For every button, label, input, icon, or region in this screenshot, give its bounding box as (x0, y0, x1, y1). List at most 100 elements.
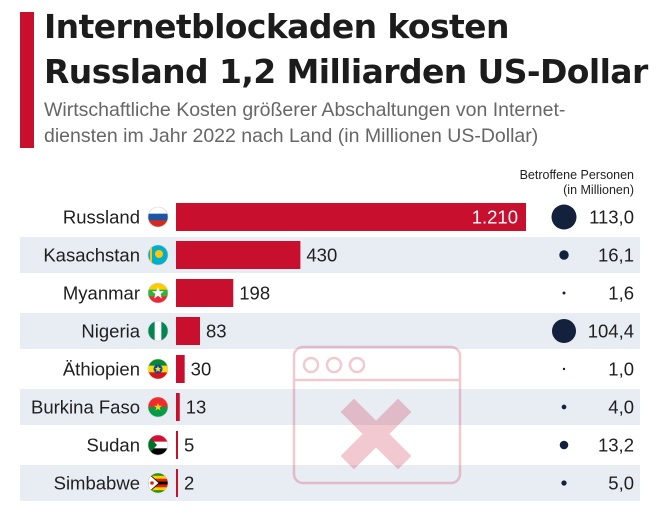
kazakhstan-flag (148, 245, 168, 265)
bar-6 (176, 431, 178, 459)
people-bubble (551, 204, 577, 230)
bar-1 (176, 241, 301, 269)
zimbabwe-flag-star (150, 481, 154, 485)
myanmar-flag-outline (147, 282, 169, 304)
bar-value-label: 83 (206, 321, 227, 342)
people-value-label: 16,1 (598, 245, 634, 266)
watermark-window-frame (292, 345, 462, 485)
myanmar-flag-stripe (148, 283, 168, 290)
burkina-faso-flag-star (154, 403, 162, 411)
people-value-label: 4,0 (608, 397, 634, 418)
russia-flag-outline (147, 206, 169, 228)
bar-7 (176, 469, 178, 497)
title-accent-bar (20, 12, 34, 148)
russia-flag-stripe (148, 220, 168, 227)
blocked-browser-watermark (292, 345, 462, 485)
bar-value-label: 2 (184, 473, 194, 494)
people-bubble (559, 250, 569, 260)
sudan-flag-outline (147, 434, 169, 456)
people-bubble (561, 480, 567, 486)
burkina-faso-flag-stripe (148, 397, 168, 408)
people-value-label: 113,0 (589, 207, 634, 228)
kazakhstan-flag-ornament (150, 248, 152, 262)
category-label: Simbabwe (54, 473, 140, 494)
bar-value-label: 1.210 (472, 207, 518, 228)
myanmar-flag (148, 283, 168, 303)
people-column-header: Betroffene Personen (in Millionen) (520, 168, 634, 198)
people-value-label: 13,2 (598, 435, 634, 456)
chart-subtitle: Wirtschaftliche Kosten größerer Abschalt… (44, 97, 656, 149)
subtitle-line-1: Wirtschaftliche Kosten größerer Abschalt… (44, 99, 566, 121)
nigeria-flag-right (161, 321, 168, 341)
row-stripe (20, 389, 640, 425)
zimbabwe-flag-stripe (148, 478, 168, 482)
people-bubble (551, 318, 577, 344)
kazakhstan-flag-sun (155, 250, 163, 258)
bar-5 (176, 393, 180, 421)
people-bubble (559, 440, 569, 450)
bar-value-label: 30 (191, 359, 212, 380)
watermark-x-mark-icon (340, 398, 412, 470)
nigeria-flag-left (148, 321, 155, 341)
people-value-label: 1,0 (608, 359, 634, 380)
people-value-label: 104,4 (588, 321, 634, 342)
zimbabwe-flag-stripe (148, 473, 168, 477)
kazakhstan-flag-outline (147, 244, 169, 266)
category-label: Myanmar (63, 283, 140, 304)
category-label: Kasachstan (43, 245, 140, 266)
bar-2 (176, 279, 234, 307)
ethiopia-flag (148, 359, 168, 379)
category-label: Sudan (87, 435, 141, 456)
category-label: Nigeria (81, 321, 140, 342)
bar-value-label: 5 (184, 435, 194, 456)
zimbabwe-flag-stripe (148, 475, 168, 480)
row-stripe (20, 313, 640, 349)
burkina-faso-flag-stripe (148, 407, 168, 417)
chart-title: Internetblockaden kosten Russland 1,2 Mi… (44, 4, 656, 94)
category-label: Russland (63, 207, 140, 228)
myanmar-flag-star (152, 287, 164, 299)
row-stripe (20, 465, 640, 501)
myanmar-flag-stripe (148, 296, 168, 303)
watermark-window-dot-3 (348, 356, 366, 374)
zimbabwe-flag-stripe (148, 484, 168, 488)
watermark-window-dot-2 (325, 356, 343, 374)
bar-4 (176, 355, 185, 383)
people-header-line-2: (in Millionen) (563, 183, 634, 197)
sudan-flag-triangle (148, 435, 157, 455)
ethiopia-flag-stripe (148, 372, 168, 379)
russia-flag-stripe (148, 213, 168, 221)
people-bubble (562, 291, 566, 295)
nigeria-flag (148, 321, 168, 341)
subtitle-line-2: diensten im Jahr 2022 nach Land (in Mill… (44, 125, 539, 147)
category-label: Burkina Faso (31, 397, 140, 418)
sudan-flag-stripe (148, 448, 168, 455)
people-bubble (562, 367, 566, 371)
zimbabwe-flag-stripe (148, 487, 168, 491)
row-stripe (20, 237, 640, 273)
russia-flag-stripe (148, 207, 168, 214)
zimbabwe-flag-outline (147, 472, 169, 494)
people-value-label: 1,6 (608, 283, 634, 304)
sudan-flag-stripe (148, 441, 168, 449)
ethiopia-flag-stripe (148, 359, 168, 366)
ethiopia-flag-outline (147, 358, 169, 380)
nigeria-flag-middle (154, 321, 162, 341)
bar-value-label: 198 (239, 283, 270, 304)
category-label: Äthiopien (63, 359, 140, 380)
zimbabwe-flag-stripe (148, 490, 168, 493)
bar-value-label: 13 (186, 397, 207, 418)
nigeria-flag-outline (147, 320, 169, 342)
bar-value-label: 430 (306, 245, 337, 266)
sudan-flag (148, 435, 168, 455)
sudan-flag-stripe (148, 435, 168, 442)
zimbabwe-flag (148, 473, 168, 493)
russia-flag (148, 207, 168, 227)
burkina-faso-flag (148, 397, 168, 417)
people-header-line-1: Betroffene Personen (519, 168, 634, 182)
title-line-2: Russland 1,2 Milliarden US-Dollar (44, 52, 648, 91)
people-bubble (561, 404, 567, 410)
people-value-label: 5,0 (608, 473, 634, 494)
ethiopia-flag-star (155, 366, 161, 372)
